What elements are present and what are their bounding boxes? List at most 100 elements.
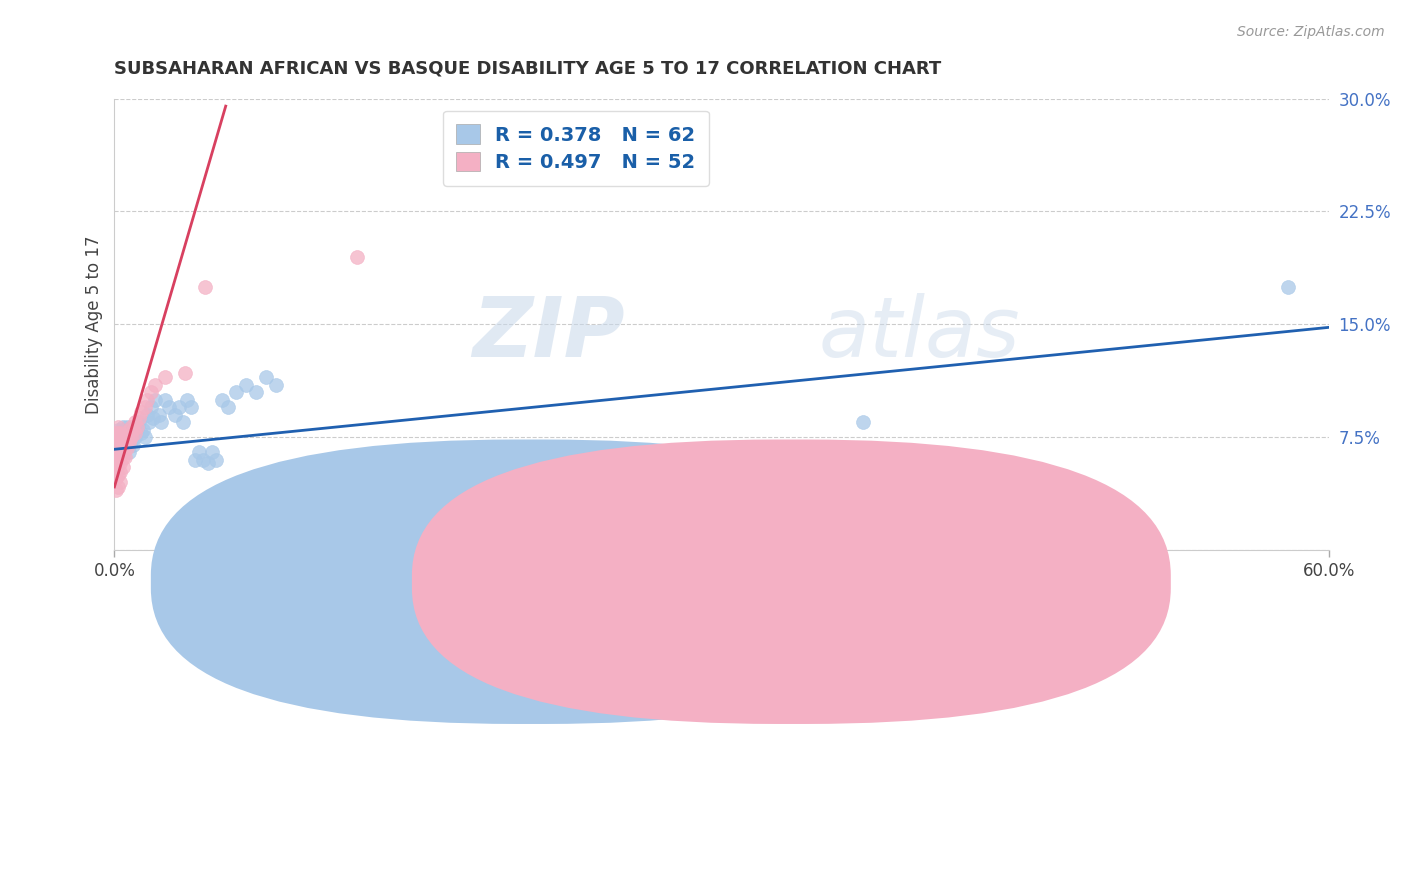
Point <box>110 434 132 449</box>
Point <box>121 438 143 452</box>
Point <box>107 467 129 482</box>
Point <box>143 377 166 392</box>
Point <box>107 445 129 459</box>
Point <box>235 377 257 392</box>
Point <box>105 430 128 444</box>
Point <box>107 445 129 459</box>
Point <box>153 392 176 407</box>
Point <box>111 441 134 455</box>
Point <box>105 465 128 479</box>
Point <box>1277 279 1299 293</box>
Point <box>142 410 165 425</box>
Text: Basques: Basques <box>661 582 731 599</box>
Point <box>143 392 166 407</box>
Point <box>105 430 128 444</box>
Point <box>134 400 156 414</box>
FancyBboxPatch shape <box>412 440 1171 724</box>
Point <box>120 430 142 444</box>
Point <box>107 438 129 452</box>
Point <box>105 456 128 470</box>
Point <box>200 445 222 459</box>
Point <box>124 425 146 440</box>
Point <box>153 370 176 384</box>
Y-axis label: Disability Age 5 to 17: Disability Age 5 to 17 <box>86 235 103 414</box>
Point <box>111 450 134 464</box>
Point <box>217 400 239 414</box>
Point <box>110 425 132 440</box>
Point <box>120 430 142 444</box>
Point <box>114 450 136 464</box>
Point <box>114 430 136 444</box>
Point <box>111 423 134 437</box>
Point <box>111 430 134 444</box>
Point <box>194 279 217 293</box>
Point <box>114 430 136 444</box>
Point <box>139 400 162 414</box>
Point <box>117 423 139 437</box>
Point <box>132 423 155 437</box>
Point <box>120 434 142 449</box>
Point <box>129 425 152 440</box>
Point <box>135 408 157 422</box>
Point <box>176 392 198 407</box>
FancyBboxPatch shape <box>150 440 910 724</box>
Point <box>115 430 138 444</box>
Point <box>165 408 187 422</box>
Point <box>110 441 132 455</box>
Point <box>125 423 148 437</box>
Point <box>110 441 132 455</box>
Point <box>180 400 202 414</box>
Point <box>245 385 267 400</box>
Point <box>197 456 219 470</box>
Point <box>110 475 132 490</box>
Point <box>107 456 129 470</box>
Point <box>148 408 170 422</box>
Point <box>107 441 129 455</box>
Point <box>117 445 139 459</box>
Point <box>204 452 226 467</box>
Point <box>135 392 157 407</box>
Point <box>225 385 247 400</box>
Point <box>124 430 146 444</box>
Point <box>107 434 129 449</box>
Point <box>111 460 134 475</box>
Point <box>114 441 136 455</box>
Point <box>117 434 139 449</box>
Point <box>128 415 150 429</box>
Point <box>346 250 368 264</box>
Point <box>110 434 132 449</box>
Point <box>124 415 146 429</box>
Point <box>111 419 134 434</box>
Point <box>107 425 129 440</box>
Point <box>111 430 134 444</box>
Point <box>124 419 146 434</box>
Point <box>138 415 160 429</box>
Point <box>110 450 132 464</box>
Point <box>115 438 138 452</box>
Text: atlas: atlas <box>818 293 1021 374</box>
Point <box>117 425 139 440</box>
Point <box>107 423 129 437</box>
Text: Source: ZipAtlas.com: Source: ZipAtlas.com <box>1237 25 1385 39</box>
Point <box>211 392 233 407</box>
Point <box>188 445 211 459</box>
Point <box>105 425 128 440</box>
Point <box>139 385 162 400</box>
Point <box>193 452 215 467</box>
Point <box>184 452 207 467</box>
Point <box>149 415 172 429</box>
Point <box>120 419 142 434</box>
Point <box>115 430 138 444</box>
Text: ZIP: ZIP <box>472 293 624 374</box>
Point <box>105 450 128 464</box>
Point <box>115 419 138 434</box>
Point <box>114 434 136 449</box>
Point <box>111 438 134 452</box>
Point <box>174 366 197 380</box>
Point <box>107 480 129 494</box>
Point <box>110 456 132 470</box>
Legend: R = 0.378   N = 62, R = 0.497   N = 52: R = 0.378 N = 62, R = 0.497 N = 52 <box>443 111 709 186</box>
Point <box>134 430 156 444</box>
Point <box>105 445 128 459</box>
Point <box>105 471 128 485</box>
